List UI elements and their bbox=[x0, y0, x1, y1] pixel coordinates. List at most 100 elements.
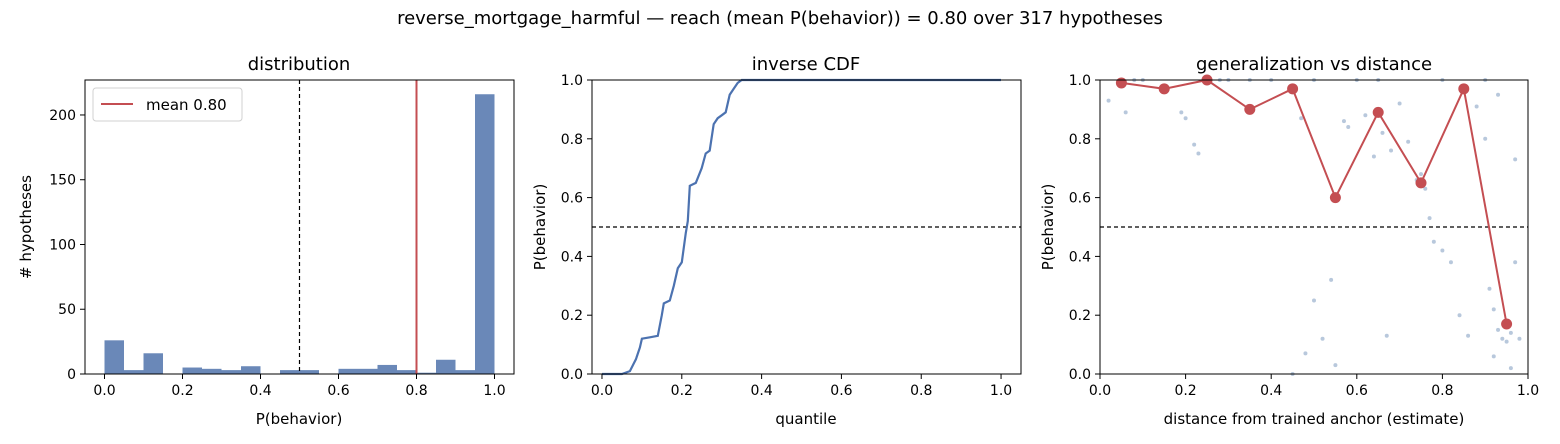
x-tick-label: 0.0 bbox=[591, 383, 613, 399]
suptitle: reverse_mortgage_harmful — reach (mean P… bbox=[397, 8, 1163, 29]
histogram-bar bbox=[202, 368, 222, 374]
panel-distribution: 0.0 0.2 0.4 0.6 0.8 1.0 0 50 100 150 200 distribut… bbox=[17, 54, 515, 428]
scatter-point bbox=[1389, 148, 1394, 153]
scatter-point bbox=[1329, 277, 1334, 282]
scatter-points bbox=[1106, 78, 1522, 376]
histogram-bar bbox=[377, 364, 397, 374]
scatter-point bbox=[1341, 119, 1346, 124]
y-tick-label: 100 bbox=[49, 237, 76, 253]
binned-mean-marker bbox=[1287, 83, 1299, 95]
y-tick-label: 0.2 bbox=[561, 308, 583, 324]
inverse-cdf-line bbox=[602, 78, 1001, 376]
scatter-point bbox=[1508, 366, 1513, 371]
histogram-bar bbox=[221, 370, 241, 374]
scatter-point bbox=[1491, 354, 1496, 359]
y-tick-label: 0 bbox=[67, 367, 76, 383]
y-tick-label: 0.4 bbox=[1069, 249, 1091, 265]
scatter-point bbox=[1106, 98, 1111, 103]
legend: mean 0.80 bbox=[92, 87, 243, 122]
scatter-point bbox=[1457, 313, 1462, 318]
scatter-point bbox=[1431, 239, 1436, 244]
x-tick-label: 1.0 bbox=[990, 383, 1012, 399]
x-tick-label: 0.8 bbox=[405, 383, 427, 399]
binned-mean-marker bbox=[1329, 192, 1341, 204]
y-tick-label: 0.8 bbox=[561, 132, 583, 148]
x-tick-label: 0.0 bbox=[1089, 383, 1111, 399]
plot-frame bbox=[84, 79, 515, 375]
histogram-bar bbox=[104, 340, 124, 374]
plot-frame bbox=[591, 79, 1022, 375]
scatter-point bbox=[1196, 151, 1201, 156]
histogram-bar bbox=[358, 368, 378, 374]
binned-mean-marker bbox=[1115, 77, 1127, 89]
x-tick-label: 0.8 bbox=[910, 383, 932, 399]
legend-label: mean 0.80 bbox=[146, 96, 227, 114]
panel-generalization: 0.0 0.2 0.4 0.6 0.8 1.0 0.0 0.2 0.4 0.6 0.8 1.0 gen… bbox=[1039, 54, 1539, 428]
panel-title: distribution bbox=[248, 54, 351, 75]
binned-mean-marker bbox=[1501, 318, 1513, 330]
histogram-bar bbox=[455, 370, 475, 374]
histogram-bar bbox=[182, 367, 202, 374]
x-tick-label: 0.2 bbox=[171, 383, 193, 399]
histogram-bar bbox=[143, 353, 163, 374]
scatter-point bbox=[1380, 130, 1385, 135]
scatter-point bbox=[1513, 260, 1518, 265]
histogram-bar bbox=[241, 366, 261, 374]
x-tick-label: 0.6 bbox=[830, 383, 852, 399]
histogram-bar bbox=[475, 94, 495, 374]
scatter-point bbox=[1303, 351, 1308, 356]
scatter-point bbox=[1474, 104, 1479, 109]
x-tick-label: 0.8 bbox=[1431, 383, 1453, 399]
binned-mean-marker bbox=[1158, 83, 1170, 95]
scatter-point bbox=[1320, 336, 1325, 341]
scatter-point bbox=[1299, 116, 1304, 121]
scatter-point bbox=[1508, 330, 1513, 335]
scatter-point bbox=[1192, 142, 1197, 147]
scatter-point bbox=[1179, 110, 1184, 115]
scatter-point bbox=[1496, 92, 1501, 97]
y-tick-label: 0.8 bbox=[1069, 132, 1091, 148]
histogram-bar bbox=[436, 359, 456, 374]
x-tick-label: 0.6 bbox=[327, 383, 349, 399]
y-axis-label: P(behavior) bbox=[531, 184, 549, 271]
scatter-point bbox=[1406, 139, 1411, 144]
scatter-point bbox=[1500, 336, 1505, 341]
scatter-point bbox=[1466, 333, 1471, 338]
scatter-point bbox=[1487, 286, 1492, 291]
y-tick-label: 0.0 bbox=[561, 367, 583, 383]
x-tick-label: 0.6 bbox=[1346, 383, 1368, 399]
x-axis-label: distance from trained anchor (estimate) bbox=[1164, 410, 1465, 428]
histogram-bar bbox=[416, 372, 436, 374]
scatter-point bbox=[1346, 125, 1351, 130]
histogram-bar bbox=[397, 370, 417, 374]
scatter-point bbox=[1448, 260, 1453, 265]
x-tick-label: 0.4 bbox=[1260, 383, 1282, 399]
y-tick-label: 200 bbox=[49, 108, 76, 124]
scatter-point bbox=[1384, 333, 1389, 338]
binned-mean-marker bbox=[1415, 177, 1427, 189]
histogram-bars bbox=[104, 94, 495, 374]
panel-inverse-cdf: 0.0 0.2 0.4 0.6 0.8 1.0 0.0 0.2 0.4 0.6 0.8 1.0 inv… bbox=[531, 54, 1022, 428]
scatter-point bbox=[1363, 113, 1368, 118]
y-tick-label: 0.2 bbox=[1069, 308, 1091, 324]
x-tick-label: 1.0 bbox=[483, 383, 505, 399]
scatter-point bbox=[1491, 307, 1496, 312]
binned-mean-marker bbox=[1372, 106, 1384, 118]
panel-title: inverse CDF bbox=[752, 54, 861, 75]
scatter-point bbox=[1483, 136, 1488, 141]
binned-mean-marker bbox=[1244, 103, 1256, 115]
legend-box bbox=[92, 87, 243, 122]
y-tick-label: 0.4 bbox=[561, 249, 583, 265]
scatter-point bbox=[1496, 327, 1501, 332]
scatter-point bbox=[1397, 101, 1402, 106]
scatter-point bbox=[1419, 172, 1423, 177]
histogram-bar bbox=[299, 370, 319, 374]
scatter-point bbox=[1440, 248, 1445, 253]
panel-title: generalization vs distance bbox=[1196, 54, 1432, 75]
y-tick-label: 0.0 bbox=[1069, 367, 1091, 383]
x-axis-label: quantile bbox=[775, 410, 836, 428]
histogram-bar bbox=[338, 368, 358, 374]
x-tick-label: 0.4 bbox=[249, 383, 271, 399]
x-tick-label: 1.0 bbox=[1517, 383, 1539, 399]
